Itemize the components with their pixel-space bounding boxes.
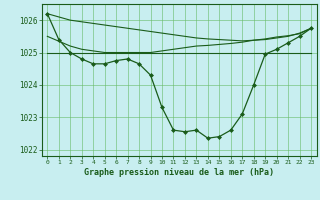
- X-axis label: Graphe pression niveau de la mer (hPa): Graphe pression niveau de la mer (hPa): [84, 168, 274, 177]
